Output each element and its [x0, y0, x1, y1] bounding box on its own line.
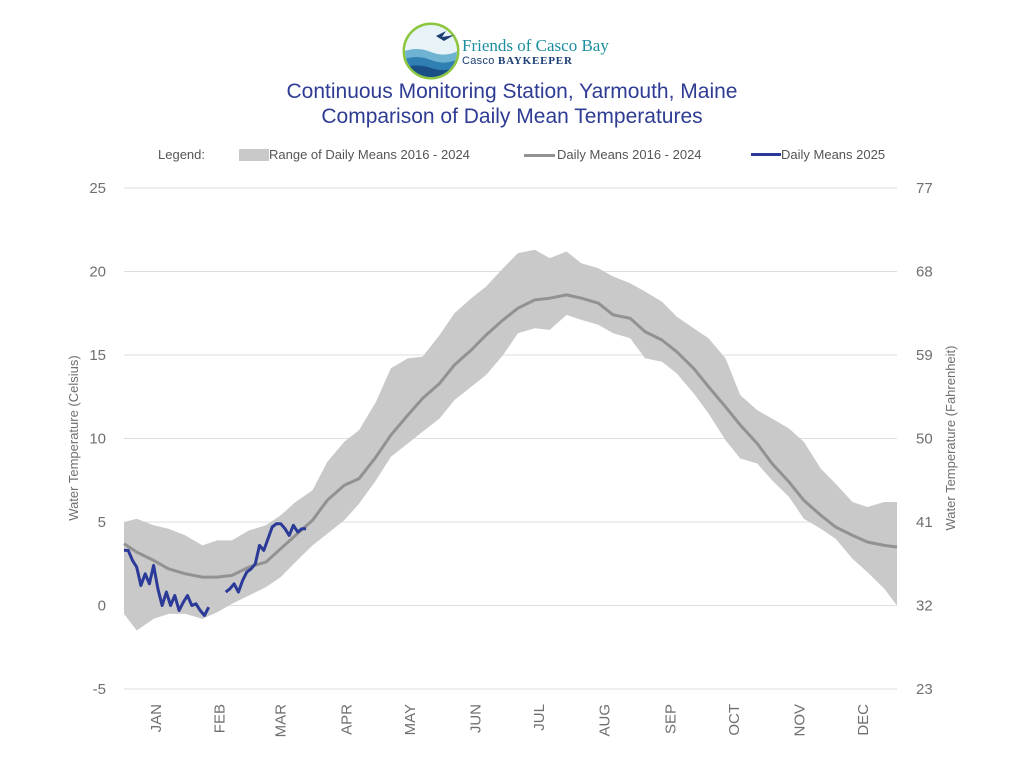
x-tick-label: MAR [273, 704, 290, 738]
y-tick-label: 15 [89, 347, 106, 364]
chart-title: Continuous Monitoring Station, Yarmouth,… [286, 80, 738, 103]
legend-label-mean-2016-2024: Daily Means 2016 - 2024 [557, 147, 702, 162]
y-tick-label: -5 [93, 681, 106, 698]
legend-label-mean-2025: Daily Means 2025 [781, 147, 886, 162]
y-tick-label: 10 [89, 431, 106, 448]
x-axis-months: JAN FEB MAR APR MAY JUN JUL AUG SEP OCT NOV DEC [148, 704, 872, 738]
x-tick-label: NOV [792, 704, 809, 737]
x-tick-label: JUL [531, 704, 548, 731]
legend-label-range: Range of Daily Means 2016 - 2024 [269, 147, 470, 162]
legend-key-mean-2016-2024 [524, 154, 555, 157]
chart-legend: Legend: Range of Daily Means 2016 - 2024… [0, 144, 1024, 166]
y-tick-label: 0 [98, 598, 106, 615]
x-tick-label: AUG [597, 704, 614, 737]
x-tick-label: DEC [855, 704, 872, 736]
y-tick-label: 25 [89, 180, 106, 197]
y-tick-label: 5 [98, 514, 106, 531]
y2-tick-label: 68 [916, 264, 933, 281]
casco-bay-wave-icon [402, 22, 460, 80]
x-tick-label: MAY [402, 704, 419, 735]
chart-subtitle: Comparison of Daily Mean Temperatures [321, 105, 703, 128]
logo-name: Friends of Casco Bay [462, 36, 609, 55]
y2-tick-label: 23 [916, 681, 933, 698]
logo-subtitle: Casco BAYKEEPER [462, 55, 573, 67]
logo-sub-baykeeper: BAYKEEPER [498, 55, 573, 67]
y2-tick-label: 77 [916, 180, 933, 197]
y-axis-label: Water Temperature (Celsius) [66, 355, 81, 520]
y-axis-celsius: -5 0 5 10 15 20 25 [89, 180, 106, 698]
x-tick-label: OCT [726, 704, 743, 736]
x-tick-label: JAN [148, 704, 165, 732]
legend-title: Legend: [158, 147, 205, 162]
logo-sub-casco: Casco [462, 55, 495, 67]
friends-of-casco-bay-logo: Friends of Casco Bay Casco BAYKEEPER [402, 22, 642, 80]
x-tick-label: FEB [211, 704, 228, 733]
y2-tick-label: 50 [916, 431, 933, 448]
x-tick-label: SEP [662, 704, 679, 734]
y2-tick-label: 41 [916, 514, 933, 531]
legend-key-mean-2025 [751, 153, 781, 156]
y-tick-label: 20 [89, 264, 106, 281]
legend-key-range [239, 149, 269, 161]
mean-line-2025 [124, 522, 307, 617]
range-band [124, 249, 897, 631]
y2-tick-label: 59 [916, 347, 933, 364]
bird-icon [436, 31, 454, 41]
y-axis-fahrenheit: 23 32 41 50 59 68 77 [916, 180, 933, 698]
y2-axis-label: Water Temperature (Fahrenheit) [943, 346, 958, 531]
x-tick-label: JUN [468, 704, 485, 733]
x-tick-label: APR [338, 704, 355, 735]
y2-tick-label: 32 [916, 598, 933, 615]
